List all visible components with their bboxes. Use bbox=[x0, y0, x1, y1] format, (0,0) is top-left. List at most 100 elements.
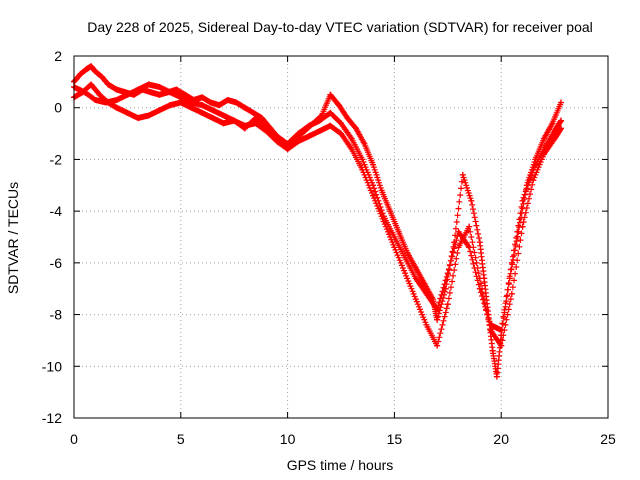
data-point bbox=[434, 316, 441, 323]
data-point bbox=[444, 301, 451, 308]
y-tick-label: -8 bbox=[50, 307, 63, 323]
data-point bbox=[167, 89, 174, 96]
y-tick-label: -4 bbox=[50, 203, 63, 219]
data-point bbox=[98, 73, 105, 80]
data-point bbox=[508, 290, 515, 297]
y-axis-label: SDTVAR / TECUs bbox=[5, 182, 21, 294]
x-axis-label: GPS time / hours bbox=[287, 457, 394, 473]
data-point bbox=[81, 89, 88, 96]
y-tick-label: 2 bbox=[54, 48, 62, 64]
data-point bbox=[391, 244, 398, 251]
data-point bbox=[83, 65, 90, 72]
data-point bbox=[361, 140, 368, 147]
y-tick-label: -12 bbox=[42, 410, 62, 426]
data-point bbox=[263, 127, 270, 134]
data-point bbox=[156, 107, 163, 114]
data-point bbox=[476, 239, 483, 246]
data-point bbox=[252, 120, 259, 127]
data-point bbox=[338, 120, 344, 127]
data-point bbox=[305, 133, 312, 140]
data-point bbox=[395, 228, 402, 235]
data-point bbox=[530, 177, 537, 184]
data-point bbox=[352, 125, 359, 132]
data-point bbox=[92, 96, 99, 103]
tick-marks bbox=[73, 55, 609, 419]
data-point bbox=[177, 94, 184, 101]
x-tick-label: 10 bbox=[280, 431, 296, 447]
x-tick-label: 15 bbox=[387, 431, 403, 447]
data-point bbox=[88, 81, 95, 88]
data-point bbox=[402, 254, 409, 261]
data-point bbox=[387, 208, 394, 215]
data-point bbox=[188, 99, 195, 106]
data-point bbox=[156, 84, 163, 91]
data-point bbox=[551, 127, 558, 134]
data-point bbox=[135, 115, 142, 122]
data-point bbox=[327, 91, 334, 98]
y-tick-label: -10 bbox=[42, 358, 62, 374]
data-point bbox=[476, 285, 483, 292]
data-point bbox=[489, 347, 496, 354]
data-point bbox=[156, 91, 163, 98]
data-point bbox=[402, 270, 409, 277]
data-point bbox=[370, 161, 377, 168]
data-point bbox=[459, 171, 466, 178]
data-point bbox=[241, 125, 248, 132]
data-point bbox=[113, 86, 120, 93]
data-point bbox=[199, 94, 206, 101]
data-point bbox=[224, 96, 231, 103]
data-point bbox=[295, 130, 302, 137]
data-point bbox=[92, 68, 99, 75]
data-point bbox=[252, 115, 259, 122]
data-point bbox=[105, 81, 112, 88]
data-point bbox=[273, 133, 280, 140]
data-point bbox=[199, 102, 206, 109]
data-point bbox=[412, 296, 419, 303]
data-point bbox=[124, 91, 131, 98]
data-point bbox=[466, 244, 473, 251]
data-point bbox=[103, 99, 110, 106]
data-point bbox=[77, 71, 84, 78]
data-point bbox=[370, 182, 377, 189]
data-point bbox=[216, 102, 223, 109]
data-point bbox=[207, 99, 214, 106]
data-point bbox=[455, 228, 462, 235]
data-point bbox=[519, 197, 526, 204]
data-point bbox=[530, 166, 537, 173]
data-point bbox=[338, 130, 344, 137]
data-point bbox=[378, 187, 385, 194]
data-point bbox=[231, 117, 238, 124]
data-point bbox=[177, 99, 184, 106]
data-point bbox=[344, 115, 351, 122]
data-point bbox=[466, 223, 473, 230]
data-point bbox=[220, 112, 227, 119]
data-point bbox=[263, 122, 270, 129]
grid bbox=[74, 56, 608, 418]
data-point bbox=[113, 96, 120, 103]
data-point bbox=[273, 138, 280, 145]
data-point bbox=[487, 321, 494, 328]
x-tick-label: 0 bbox=[70, 431, 78, 447]
data-point bbox=[487, 327, 494, 334]
data-point bbox=[498, 327, 505, 334]
data-point bbox=[199, 109, 206, 116]
data-point bbox=[423, 321, 430, 328]
data-point bbox=[316, 117, 323, 124]
data-point bbox=[493, 373, 500, 380]
data-point bbox=[455, 244, 462, 251]
data-point bbox=[284, 140, 291, 147]
data-point bbox=[404, 249, 411, 256]
data-point bbox=[558, 99, 565, 106]
x-tick-labels: 0 5 10 15 20 25 bbox=[70, 431, 616, 447]
data-point bbox=[549, 120, 556, 127]
data-point bbox=[233, 99, 240, 106]
x-tick-label: 20 bbox=[493, 431, 509, 447]
data-point bbox=[434, 306, 441, 313]
data-point bbox=[434, 342, 441, 349]
data-point bbox=[348, 146, 355, 153]
data-point bbox=[209, 115, 216, 122]
data-point bbox=[316, 127, 323, 134]
y-tick-label: -6 bbox=[50, 255, 63, 271]
data-point bbox=[359, 156, 366, 163]
data-point bbox=[421, 280, 428, 287]
